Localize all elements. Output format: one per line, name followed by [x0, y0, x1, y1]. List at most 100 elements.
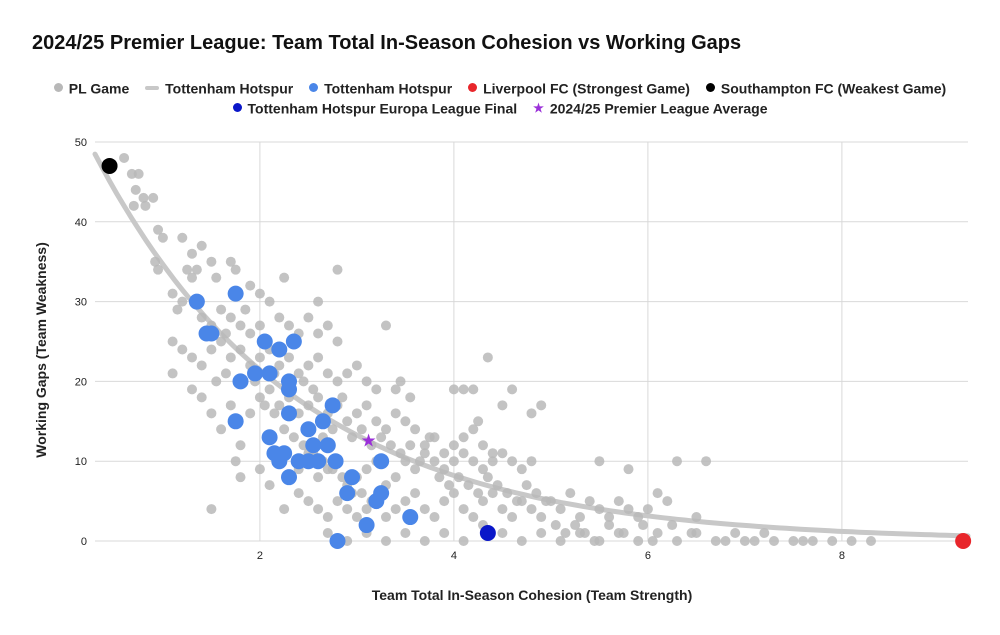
tottenham-point[interactable]	[327, 453, 344, 470]
pl-game-point[interactable]	[390, 408, 401, 419]
pl-game-point[interactable]	[240, 304, 251, 315]
pl-game-point[interactable]	[220, 328, 231, 339]
pl-game-point[interactable]	[332, 264, 343, 275]
tottenham-point[interactable]	[281, 381, 297, 398]
pl-game-point[interactable]	[327, 424, 338, 435]
pl-game-point[interactable]	[342, 368, 353, 379]
pl-game-point[interactable]	[419, 504, 430, 515]
pl-game-point[interactable]	[478, 496, 488, 507]
pl-game-point[interactable]	[846, 536, 857, 546]
pl-game-point[interactable]	[235, 440, 246, 451]
pl-game-point[interactable]	[516, 464, 527, 475]
pl-game-point[interactable]	[376, 432, 387, 443]
pl-game-point[interactable]	[140, 200, 151, 211]
pl-game-point[interactable]	[390, 384, 401, 395]
pl-game-point[interactable]	[196, 312, 207, 323]
pl-game-point[interactable]	[313, 296, 324, 307]
pl-game-point[interactable]	[497, 400, 508, 411]
pl-game-point[interactable]	[361, 376, 372, 387]
pl-game-point[interactable]	[148, 192, 159, 203]
pl-game-point[interactable]	[245, 280, 256, 291]
pl-game-point[interactable]	[410, 488, 421, 499]
pl-game-point[interactable]	[269, 408, 280, 419]
pl-game-point[interactable]	[424, 432, 435, 443]
pl-game-point[interactable]	[448, 440, 459, 451]
pl-game-point[interactable]	[211, 376, 222, 387]
pl-game-point[interactable]	[497, 448, 508, 459]
pl-game-point[interactable]	[638, 520, 649, 531]
pl-game-point[interactable]	[361, 504, 372, 515]
pl-game-point[interactable]	[419, 536, 430, 546]
tottenham-point[interactable]	[285, 333, 302, 350]
tottenham-point[interactable]	[281, 405, 297, 422]
tottenham-point[interactable]	[281, 469, 297, 486]
pl-game-point[interactable]	[177, 344, 188, 355]
pl-game-point[interactable]	[196, 240, 207, 251]
tottenham-point[interactable]	[227, 285, 244, 302]
pl-game-point[interactable]	[526, 504, 537, 515]
pl-game-point[interactable]	[264, 480, 275, 491]
pl-game-point[interactable]	[284, 320, 294, 331]
tottenham-point[interactable]	[310, 453, 327, 470]
pl-game-point[interactable]	[254, 288, 265, 299]
average-star-icon[interactable]: ★	[360, 430, 376, 450]
pl-game-point[interactable]	[458, 384, 469, 395]
pl-game-point[interactable]	[507, 512, 518, 523]
pl-game-point[interactable]	[279, 424, 290, 435]
legend-item-tottenham[interactable]: Tottenham Hotspur	[309, 79, 452, 96]
pl-game-point[interactable]	[672, 536, 682, 546]
pl-game-point[interactable]	[322, 320, 333, 331]
pl-game-point[interactable]	[303, 496, 314, 507]
pl-game-point[interactable]	[458, 448, 469, 459]
pl-game-point[interactable]	[206, 408, 217, 419]
pl-game-point[interactable]	[866, 536, 876, 546]
pl-game-point[interactable]	[429, 512, 440, 523]
pl-game-point[interactable]	[400, 528, 411, 539]
tottenham-point[interactable]	[203, 325, 220, 342]
pl-game-point[interactable]	[254, 392, 265, 403]
pl-game-point[interactable]	[167, 288, 178, 299]
pl-game-point[interactable]	[274, 312, 285, 323]
pl-game-point[interactable]	[458, 536, 469, 546]
pl-game-point[interactable]	[463, 480, 474, 491]
pl-game-point[interactable]	[516, 536, 527, 546]
pl-game-point[interactable]	[439, 464, 450, 475]
pl-game-point[interactable]	[400, 416, 411, 427]
pl-game-point[interactable]	[604, 512, 615, 523]
pl-game-point[interactable]	[575, 512, 585, 523]
pl-game-point[interactable]	[749, 536, 760, 546]
tottenham-point[interactable]	[271, 341, 288, 358]
pl-game-point[interactable]	[264, 384, 275, 395]
pl-game-point[interactable]	[570, 520, 581, 531]
pl-game-point[interactable]	[502, 488, 513, 499]
pl-game-point[interactable]	[478, 440, 488, 451]
pl-game-point[interactable]	[322, 512, 333, 523]
pl-game-point[interactable]	[531, 488, 542, 499]
pl-game-point[interactable]	[594, 504, 605, 515]
pl-game-point[interactable]	[652, 488, 663, 499]
pl-game-point[interactable]	[720, 536, 731, 546]
pl-game-point[interactable]	[298, 376, 309, 387]
tottenham-point[interactable]	[261, 365, 278, 382]
legend-item-europa-final[interactable]: Tottenham Hotspur Europa League Final	[232, 99, 517, 116]
pl-game-point[interactable]	[332, 336, 343, 347]
pl-game-point[interactable]	[157, 232, 168, 243]
pl-game-point[interactable]	[254, 352, 265, 363]
pl-game-point[interactable]	[313, 504, 324, 515]
pl-game-point[interactable]	[211, 272, 222, 283]
pl-game-point[interactable]	[196, 360, 207, 371]
pl-game-point[interactable]	[414, 456, 425, 467]
tottenham-point[interactable]	[324, 397, 341, 414]
pl-game-point[interactable]	[126, 168, 137, 179]
pl-game-point[interactable]	[254, 464, 265, 475]
europa-final-point[interactable]	[479, 525, 496, 542]
pl-game-point[interactable]	[492, 480, 503, 491]
pl-game-point[interactable]	[138, 192, 149, 203]
liverpool-point[interactable]	[955, 533, 972, 549]
pl-game-point[interactable]	[172, 304, 183, 315]
pl-game-point[interactable]	[604, 520, 615, 531]
pl-game-point[interactable]	[439, 448, 450, 459]
pl-game-point[interactable]	[225, 352, 236, 363]
pl-game-point[interactable]	[119, 152, 130, 163]
pl-game-point[interactable]	[347, 432, 358, 443]
